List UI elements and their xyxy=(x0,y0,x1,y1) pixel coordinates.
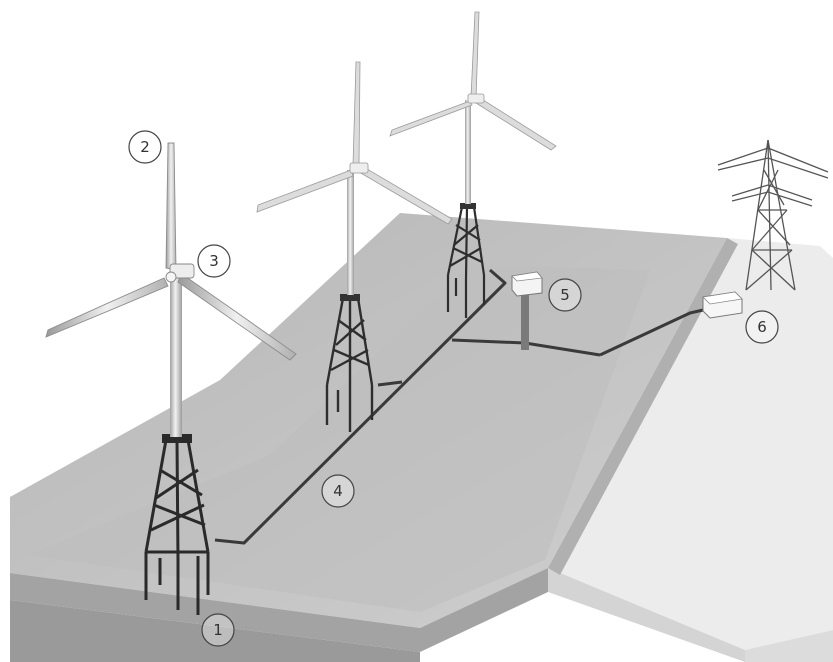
callout-4: 4 xyxy=(321,474,355,508)
tower-1 xyxy=(170,275,182,437)
callout-5-label: 5 xyxy=(560,286,570,304)
blade-1b xyxy=(45,277,169,338)
rotor-3 xyxy=(389,11,557,151)
transmission-pylon xyxy=(717,139,829,291)
blade-3b xyxy=(389,100,473,137)
sea-bottom-edge xyxy=(10,600,420,662)
tower-2 xyxy=(347,170,354,295)
shore-top xyxy=(548,238,833,650)
array-cable-main xyxy=(214,268,507,545)
offshore-substation-column xyxy=(521,292,529,350)
jacket-foundation-1 xyxy=(144,439,210,615)
callout-2-label: 2 xyxy=(140,138,150,156)
wind-turbine-2 xyxy=(256,61,453,432)
nacelle-3 xyxy=(467,93,485,104)
rotor-2 xyxy=(256,61,453,225)
callout-3-label: 3 xyxy=(209,252,219,270)
offshore-substation xyxy=(511,271,543,350)
blade-1c xyxy=(177,273,297,361)
blade-2b xyxy=(256,169,354,213)
seabed-area xyxy=(28,265,650,612)
hub-1 xyxy=(165,271,177,283)
blade-2a xyxy=(352,61,361,167)
blade-3c xyxy=(475,97,557,151)
tower-3 xyxy=(465,100,471,204)
callout-3: 3 xyxy=(197,244,231,278)
wind-turbine-1 xyxy=(45,142,297,615)
nacelle-1 xyxy=(169,263,195,279)
callout-1: 1 xyxy=(201,613,235,647)
wind-turbine-3 xyxy=(389,11,557,318)
sea-front-side xyxy=(10,568,548,652)
jacket-foundation-2 xyxy=(325,297,374,432)
shore-right-side xyxy=(745,630,833,662)
blade-1a xyxy=(165,142,177,271)
rotor-1 xyxy=(45,142,297,361)
shore-side xyxy=(548,568,745,662)
nacelle-2 xyxy=(349,162,369,174)
callout-6-label: 6 xyxy=(757,318,767,336)
callout-5: 5 xyxy=(548,278,582,312)
bank-slope xyxy=(548,238,738,575)
onshore-substation xyxy=(702,291,743,319)
terrain xyxy=(10,213,833,662)
callout-6: 6 xyxy=(745,310,779,344)
array-cable-branch xyxy=(377,380,403,387)
callout-1-label: 1 xyxy=(213,621,223,639)
jacket-foundation-3 xyxy=(446,206,486,318)
callout-4-label: 4 xyxy=(333,482,343,500)
callout-2: 2 xyxy=(128,130,162,164)
blade-3a xyxy=(470,11,480,99)
